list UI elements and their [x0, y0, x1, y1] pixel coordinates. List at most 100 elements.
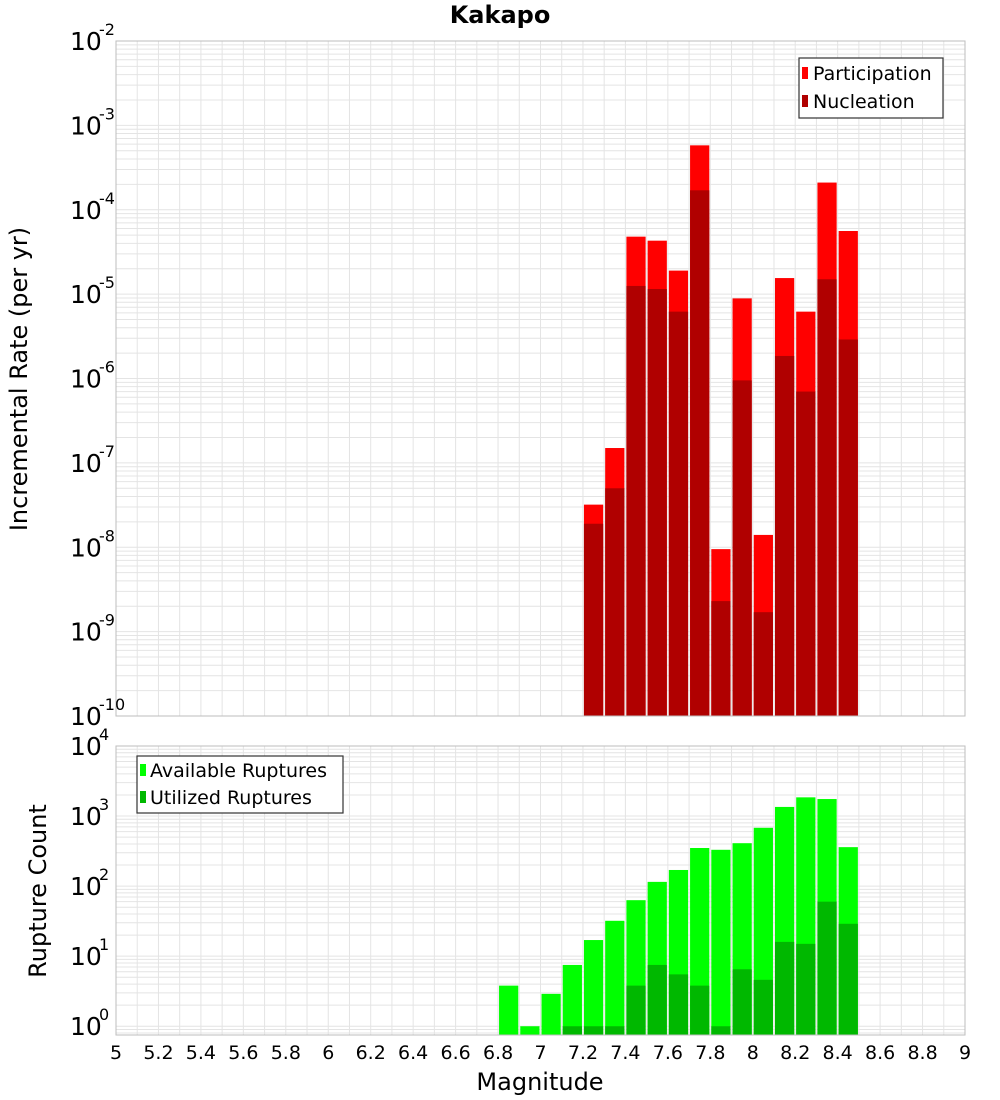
y-tick-label: 10: [70, 365, 102, 394]
top-y-axis-label: Incremental Rate (per yr): [5, 227, 33, 531]
y-tick-label: 10: [70, 280, 102, 309]
y-tick-exponent: -7: [99, 442, 115, 461]
x-tick-labels: 5 5.2 5.4 5.6 5.8 6 6.2 6.4 6.6 6.8 7 7.2 7.4 7.6 7.8 8…: [110, 1042, 971, 1064]
bottom-legend: Available Ruptures Utilized Ruptures: [136, 755, 344, 814]
x-tick-label: 8.8: [907, 1042, 937, 1064]
x-tick-label: 5.8: [271, 1042, 301, 1064]
bottom-legend-box: [136, 755, 344, 814]
utilized-ruptures-bar: [838, 923, 858, 1035]
utilized-ruptures-bar: [626, 985, 646, 1035]
y-tick-exponent: 4: [99, 725, 109, 744]
available-ruptures-bar: [499, 985, 519, 1035]
y-tick-label: 10: [70, 702, 102, 731]
y-tick-exponent: -6: [99, 358, 115, 377]
x-tick-label: 7.6: [653, 1042, 683, 1064]
legend-label-nucleation: Nucleation: [813, 91, 915, 113]
legend-swatch-utilized: [140, 791, 146, 803]
y-tick-label: 10: [70, 942, 102, 971]
y-tick-label: 10: [70, 1012, 102, 1041]
nucleation-bar: [583, 523, 604, 716]
bottom-bars: [499, 797, 858, 1035]
x-tick-label: 9: [959, 1042, 971, 1064]
y-tick-label: 10: [70, 802, 102, 831]
nucleation-bar: [690, 190, 710, 716]
nucleation-bar: [732, 380, 752, 716]
y-tick-exponent: 3: [99, 795, 109, 814]
y-tick-exponent: -3: [99, 104, 115, 123]
x-tick-label: 6.6: [440, 1042, 470, 1064]
legend-label-participation: Participation: [813, 63, 932, 85]
top-legend-box: [798, 57, 944, 119]
available-ruptures-bar: [583, 940, 604, 1035]
nucleation-bar: [838, 339, 858, 716]
nucleation-bar: [817, 279, 837, 716]
x-tick-label: 8: [747, 1042, 759, 1064]
available-ruptures-bar: [562, 964, 582, 1035]
y-tick-exponent: -2: [99, 20, 115, 39]
x-tick-label: 5: [110, 1042, 122, 1064]
utilized-ruptures-bar: [690, 985, 710, 1035]
x-tick-label: 5.4: [186, 1042, 216, 1064]
utilized-ruptures-bar: [711, 1026, 731, 1035]
nucleation-bar: [711, 601, 731, 716]
nucleation-bar: [796, 391, 816, 716]
top-plot-frame: [115, 40, 966, 717]
x-tick-label: 6.4: [398, 1042, 428, 1064]
legend-swatch-participation: [802, 67, 808, 79]
bottom-y-axis-label: Rupture Count: [24, 804, 52, 978]
legend-swatch-nucleation: [802, 95, 808, 107]
y-tick-exponent: 0: [99, 1005, 109, 1024]
utilized-ruptures-bar: [583, 1026, 604, 1035]
chart-title: Kakapo: [450, 1, 551, 29]
available-ruptures-bar: [520, 1026, 540, 1035]
nucleation-bar: [753, 612, 773, 716]
y-tick-exponent: -5: [99, 273, 115, 292]
utilized-ruptures-bar: [668, 974, 689, 1035]
legend-swatch-available: [140, 764, 146, 776]
y-tick-label: 10: [70, 732, 102, 761]
y-tick-exponent: 1: [99, 935, 109, 954]
y-tick-label: 10: [70, 533, 102, 562]
y-tick-exponent: 2: [99, 865, 109, 884]
x-tick-label: 7: [534, 1042, 546, 1064]
top-gridlines: [115, 40, 966, 717]
utilized-ruptures-bar: [647, 964, 667, 1035]
x-tick-label: 6: [322, 1042, 334, 1064]
available-ruptures-bar: [605, 920, 625, 1035]
bottom-plot-frame: [115, 745, 966, 1036]
legend-label-utilized: Utilized Ruptures: [150, 787, 312, 809]
nucleation-bar: [774, 355, 795, 716]
y-tick-label: 10: [70, 27, 102, 56]
legend-label-available: Available Ruptures: [150, 760, 327, 782]
utilized-ruptures-bar: [774, 941, 795, 1035]
nucleation-bar: [626, 285, 646, 716]
x-tick-label: 6.8: [483, 1042, 513, 1064]
utilized-ruptures-bar: [732, 969, 752, 1035]
x-tick-label: 6.2: [356, 1042, 386, 1064]
y-tick-label: 10: [70, 111, 102, 140]
x-tick-label: 8.4: [823, 1042, 853, 1064]
y-tick-exponent: -8: [99, 526, 115, 545]
x-tick-label: 5.2: [143, 1042, 173, 1064]
x-axis-label: Magnitude: [476, 1068, 603, 1096]
x-tick-label: 8.6: [865, 1042, 895, 1064]
utilized-ruptures-bar: [796, 943, 816, 1035]
y-tick-exponent: -4: [99, 189, 115, 208]
utilized-ruptures-bar: [562, 1026, 582, 1035]
x-tick-label: 7.2: [568, 1042, 598, 1064]
y-tick-label: 10: [70, 196, 102, 225]
nucleation-bar: [668, 311, 689, 716]
y-tick-label: 10: [70, 449, 102, 478]
nucleation-bar: [605, 488, 625, 716]
y-tick-label: 10: [70, 618, 102, 647]
y-tick-label: 10: [70, 872, 102, 901]
utilized-ruptures-bar: [753, 979, 773, 1035]
nucleation-bar: [647, 289, 667, 716]
y-tick-exponent: -10: [99, 695, 125, 714]
x-tick-label: 8.2: [780, 1042, 810, 1064]
top-legend: Participation Nucleation: [798, 57, 944, 119]
